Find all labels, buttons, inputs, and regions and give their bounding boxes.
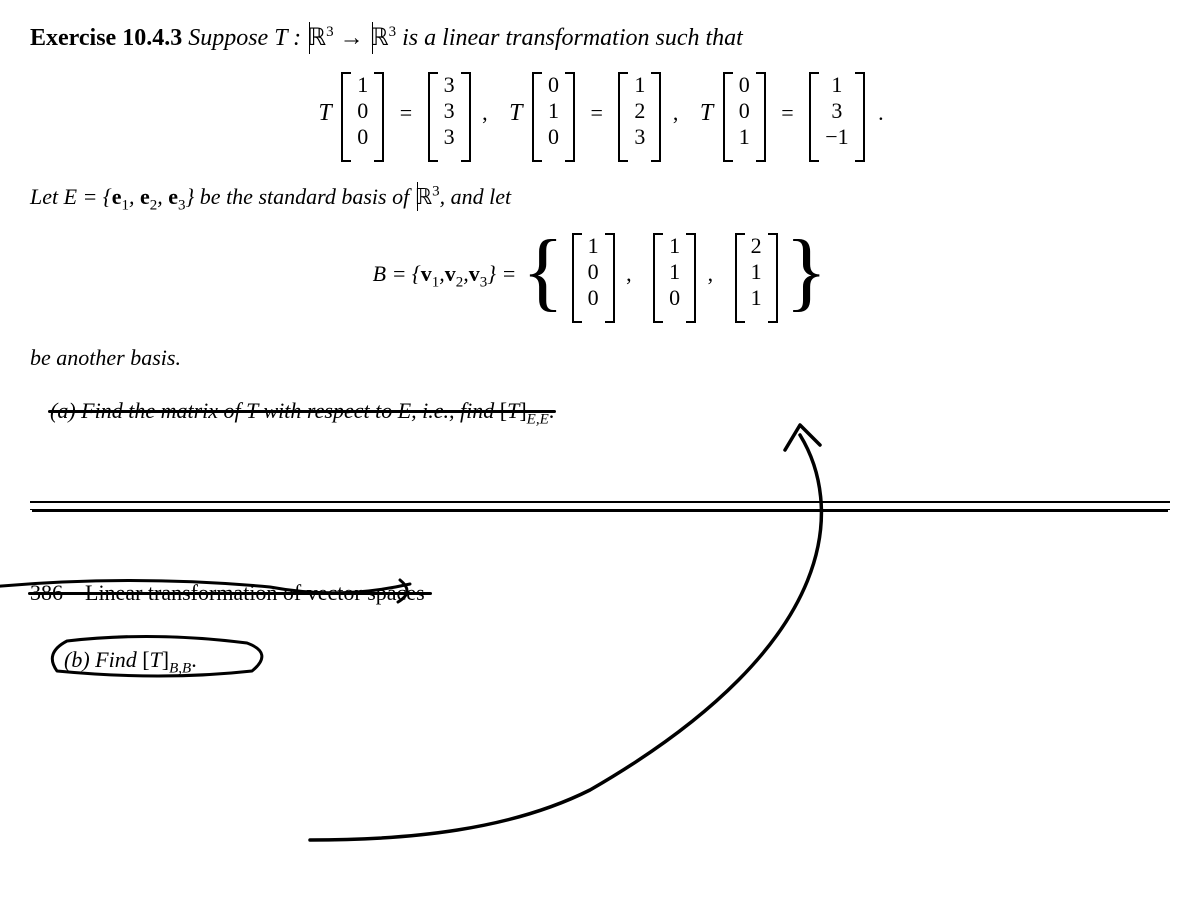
output-vector-2: 123 bbox=[618, 68, 661, 162]
e2: e bbox=[140, 184, 150, 209]
exercise-title: Exercise 10.4.3 Suppose T : ℝ3 → ℝ3 is a… bbox=[30, 20, 1170, 56]
brace-left: { bbox=[522, 229, 564, 315]
prompt-suffix: is a linear transformation such that bbox=[396, 25, 743, 51]
arrow: → bbox=[334, 25, 370, 51]
basis-definition: B = {v1,v2,v3} = { 100 , 110 , 211 } bbox=[30, 229, 1170, 323]
part-b-circled: (b) Find [T]B,B. bbox=[50, 639, 211, 686]
basis-lhs: B = {v1,v2,v3} = bbox=[373, 261, 522, 286]
let-tail: , and let bbox=[440, 184, 512, 209]
basis-v1: 100 bbox=[572, 229, 615, 323]
equals-2: = bbox=[591, 100, 603, 125]
comma-2: , bbox=[673, 100, 679, 125]
input-vector-e1: 100 bbox=[341, 68, 384, 162]
basis-v3: 211 bbox=[735, 229, 778, 323]
page-separator bbox=[30, 501, 1170, 510]
brace-right: } bbox=[785, 229, 827, 315]
e3: e bbox=[168, 184, 178, 209]
T-symbol-1: T bbox=[318, 100, 331, 126]
output-vector-3: 13−1 bbox=[809, 68, 864, 162]
bracket-r-a: ] bbox=[519, 398, 526, 423]
part-a-struck: (a) Find the matrix of T with respect to… bbox=[50, 398, 554, 423]
equals-1: = bbox=[400, 100, 412, 125]
T-symbol-3: T bbox=[700, 100, 713, 126]
equals-3: = bbox=[781, 100, 793, 125]
e3-sub: 3 bbox=[178, 197, 186, 213]
e1-sub: 1 bbox=[121, 197, 129, 213]
footer-scribble bbox=[0, 572, 440, 612]
input-vector-e3: 001 bbox=[723, 68, 766, 162]
transformation-definitions: T 100 = 333 , T 010 = 123 , T 001 = 13−1… bbox=[30, 68, 1170, 162]
let-prefix: Let E = { bbox=[30, 184, 112, 209]
basis-comma-2: , bbox=[708, 261, 714, 286]
period-1: . bbox=[878, 100, 884, 125]
sep1: , bbox=[129, 184, 135, 209]
let-line: Let E = {e1, e2, e3} be the standard bas… bbox=[30, 180, 1170, 217]
Tm-a: T bbox=[507, 398, 519, 423]
bracket-l-a: [ bbox=[500, 398, 507, 423]
comma-1: , bbox=[482, 100, 488, 125]
exercise-label: Exercise 10.4.3 bbox=[30, 25, 182, 51]
T-symbol-2: T bbox=[509, 100, 522, 126]
sep2: , bbox=[157, 184, 163, 209]
circle-annotation bbox=[42, 633, 282, 683]
input-vector-e2: 010 bbox=[532, 68, 575, 162]
basis-v2: 110 bbox=[653, 229, 696, 323]
another-basis-line: be another basis. bbox=[30, 341, 1170, 374]
codomain-R: ℝ bbox=[370, 20, 389, 56]
part-a: (a) Find the matrix of T with respect to… bbox=[30, 394, 1170, 431]
part-a-label: (a) bbox=[50, 398, 76, 423]
domain-R: ℝ bbox=[307, 20, 326, 56]
let-suffix: } be the standard basis of bbox=[186, 184, 415, 209]
part-a-text: Find the matrix of T with respect to E, … bbox=[81, 398, 500, 423]
output-vector-1: 333 bbox=[428, 68, 471, 162]
part-b: (b) Find [T]B,B. bbox=[30, 639, 1170, 686]
space-R: ℝ bbox=[415, 180, 432, 213]
domain-sup: 3 bbox=[326, 24, 334, 40]
sub-a: E,E bbox=[527, 411, 549, 427]
basis-comma-1: , bbox=[626, 261, 632, 286]
space-sup: 3 bbox=[432, 184, 440, 200]
prompt-prefix: Suppose T : bbox=[188, 25, 307, 51]
e1: e bbox=[112, 184, 122, 209]
footer: 386 Linear transformation of vector spac… bbox=[30, 560, 1170, 609]
suffix-a: . bbox=[549, 398, 555, 423]
